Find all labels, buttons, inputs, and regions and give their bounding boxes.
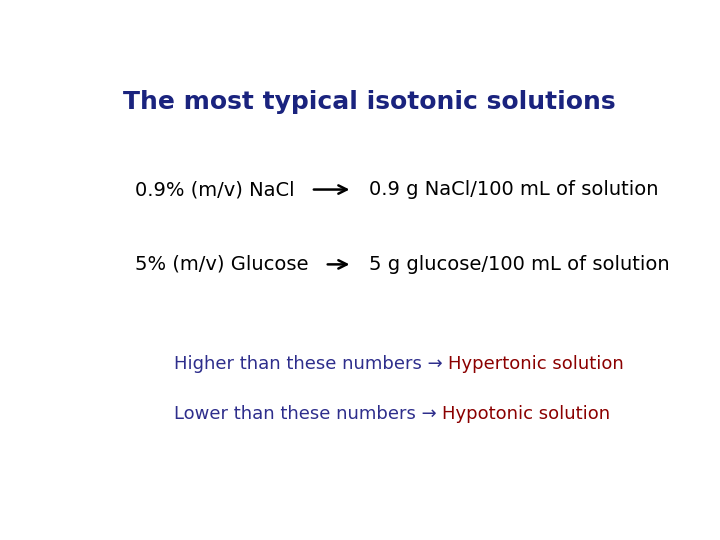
- Text: Hypertonic solution: Hypertonic solution: [448, 355, 624, 373]
- Text: 5% (m/v) Glucose: 5% (m/v) Glucose: [135, 255, 308, 274]
- Text: Lower than these numbers →: Lower than these numbers →: [174, 405, 442, 423]
- Text: 0.9% (m/v) NaCl: 0.9% (m/v) NaCl: [135, 180, 294, 199]
- Text: The most typical isotonic solutions: The most typical isotonic solutions: [122, 90, 616, 114]
- Text: 5 g glucose/100 mL of solution: 5 g glucose/100 mL of solution: [369, 255, 670, 274]
- Text: Higher than these numbers →: Higher than these numbers →: [174, 355, 448, 373]
- Text: Hypotonic solution: Hypotonic solution: [442, 405, 611, 423]
- Text: 0.9 g NaCl/100 mL of solution: 0.9 g NaCl/100 mL of solution: [369, 180, 659, 199]
